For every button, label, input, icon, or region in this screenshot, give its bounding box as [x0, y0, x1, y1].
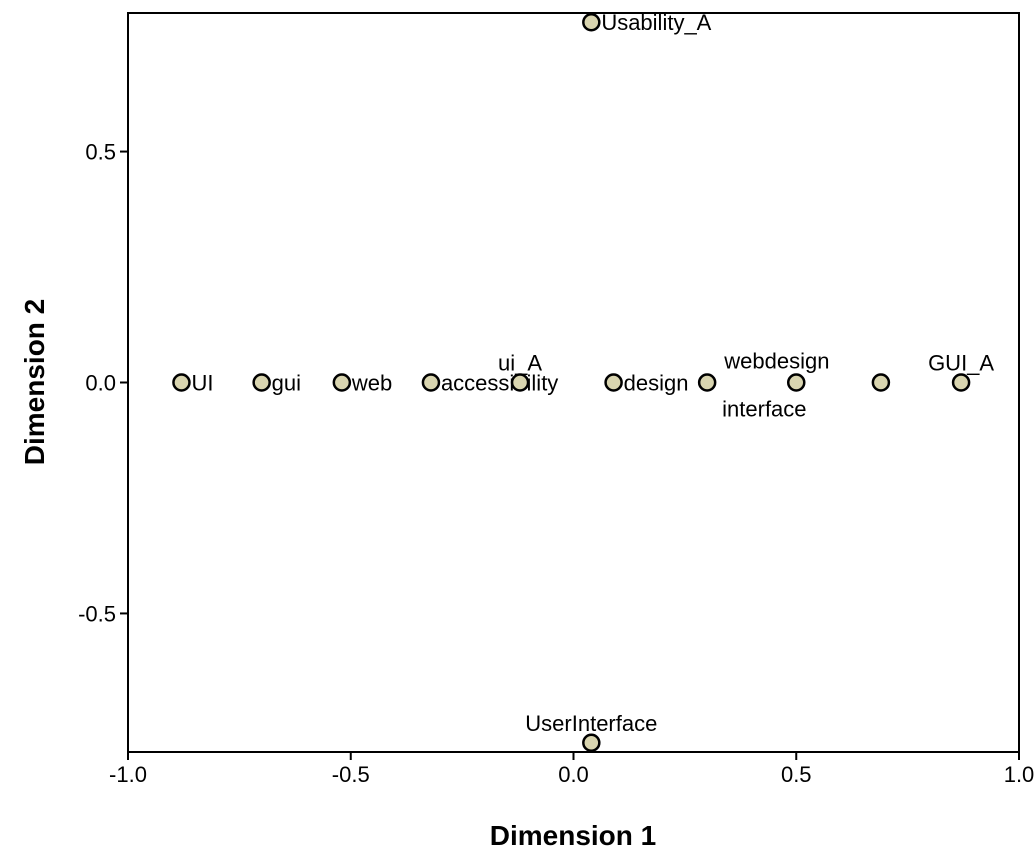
point-label: GUI_A [928, 351, 994, 376]
y-axis-ticks: -0.5 0.0 0.5 [78, 140, 128, 626]
data-point [510, 373, 530, 392]
x-axis-title: Dimension 1 [490, 820, 656, 851]
y-axis-title: Dimension 2 [19, 299, 50, 465]
data-point [697, 373, 717, 392]
data-points: Usability_A UI gui web accessibilityui_Adesi… [172, 10, 994, 753]
point-label: ui_A [498, 351, 542, 376]
point-label: UserInterface [525, 711, 657, 736]
data-point [871, 373, 891, 392]
point-label: interface [722, 397, 806, 422]
y-tick-label: 0.5 [85, 140, 116, 165]
point-label: Usability_A [601, 10, 711, 35]
x-tick-label: 0.0 [558, 762, 589, 787]
point-label: accessibility [441, 371, 558, 396]
x-tick-label: 1.0 [1004, 762, 1035, 787]
y-tick-label: 0.0 [85, 371, 116, 396]
point-label: webdesign [723, 349, 829, 374]
point-label: UI [191, 371, 213, 396]
x-tick-label: -1.0 [109, 762, 147, 787]
data-point [582, 733, 601, 753]
data-point [252, 373, 271, 392]
data-point [421, 373, 441, 392]
point-label: gui [272, 371, 301, 396]
data-point [172, 373, 191, 392]
data-point [604, 373, 623, 392]
data-point [951, 373, 971, 392]
x-axis-ticks: -1.0 -0.5 0.0 0.5 1.0 [109, 752, 1034, 787]
data-point [787, 373, 806, 392]
x-tick-label: -0.5 [332, 762, 370, 787]
x-tick-label: 0.5 [781, 762, 812, 787]
point-label: design [624, 371, 689, 396]
data-point [582, 12, 601, 32]
y-tick-label: -0.5 [78, 601, 116, 626]
point-label: web [351, 371, 392, 396]
data-point [332, 373, 352, 392]
